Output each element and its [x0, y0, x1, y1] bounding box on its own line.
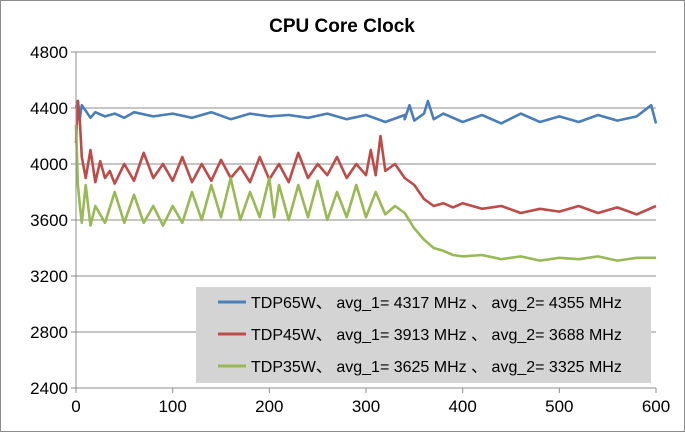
series-line-2: [74, 99, 657, 216]
legend: TDP65W、 avg_1= 4317 MHz 、 avg_2= 4355 MH…: [196, 287, 651, 383]
x-tick-label: 600: [642, 397, 670, 416]
x-tick-label: 0: [71, 397, 80, 416]
x-tick-label: 200: [255, 397, 283, 416]
y-tick-label: 4400: [30, 99, 68, 118]
x-axis-ticks: 0 100 200 300 400 500 600: [71, 388, 670, 416]
series-line-3: [74, 124, 656, 262]
y-tick-label: 2800: [30, 323, 68, 342]
legend-background: [196, 287, 651, 383]
x-tick-label: 400: [448, 397, 476, 416]
chart-title: CPU Core Clock: [269, 16, 415, 37]
y-tick-label: 4800: [30, 43, 68, 62]
y-tick-label: 3600: [30, 211, 68, 230]
x-tick-label: 100: [158, 397, 186, 416]
y-tick-label: 4000: [30, 155, 68, 174]
y-tick-label: 2400: [30, 379, 68, 398]
legend-entry-3: TDP35W、 avg_1= 3625 MHz 、 avg_2= 3325 MH…: [251, 359, 622, 376]
legend-entry-2: TDP45W、 avg_1= 3913 MHz 、 avg_2= 3688 MH…: [251, 327, 622, 344]
y-axis-ticks: 2400 2800 3200 3600 4000 4400 4800: [30, 43, 76, 398]
y-tick-label: 3200: [30, 267, 68, 286]
legend-entry-1: TDP65W、 avg_1= 4317 MHz 、 avg_2= 4355 MH…: [251, 295, 622, 312]
x-tick-label: 300: [352, 397, 380, 416]
data-series: [74, 99, 658, 262]
series-line-1: [74, 99, 658, 125]
x-tick-label: 500: [545, 397, 573, 416]
